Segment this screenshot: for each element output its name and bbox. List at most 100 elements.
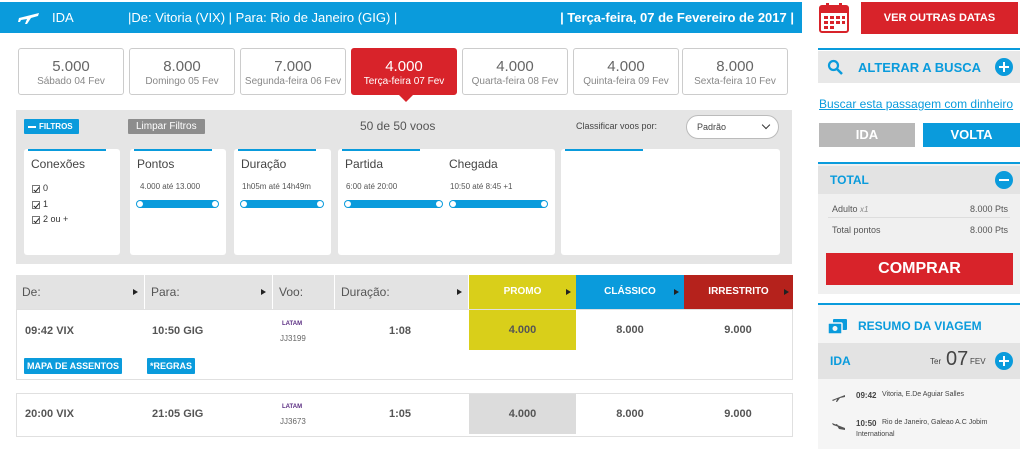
segment-time: 09:42	[856, 391, 877, 400]
date-points: 4.000	[496, 58, 534, 75]
plus-icon	[995, 58, 1013, 76]
arrival-time: 10:50 GIG	[152, 325, 204, 337]
card-accent	[238, 149, 316, 151]
date-label: Quinta-feira 09 Fev	[583, 76, 669, 87]
buy-button[interactable]: COMPRAR	[826, 253, 1013, 285]
checkbox-label: 0	[43, 183, 49, 193]
divider	[818, 303, 1020, 305]
leg-month: FEV	[970, 357, 986, 366]
total-label: Total pontos	[832, 225, 881, 235]
points-slider[interactable]	[136, 200, 219, 208]
points-title: Pontos	[137, 157, 175, 171]
leg-label: IDA	[830, 354, 851, 368]
date-option[interactable]: 8.000 Sexta-feira 10 Fev	[682, 48, 788, 95]
departure-time: 20:00 VIX	[25, 408, 74, 420]
slider-handle[interactable]	[241, 201, 247, 207]
flight-number: JJ3673	[280, 417, 306, 426]
fare-promo-header[interactable]: PROMO	[469, 275, 576, 309]
duration-slider[interactable]	[240, 200, 324, 208]
promo-fare-cell[interactable]: 4.000	[469, 394, 576, 434]
slider-handle[interactable]	[436, 201, 442, 207]
toggle-volta[interactable]: VOLTA	[923, 123, 1020, 147]
alter-search-button[interactable]: ALTERAR A BUSCA	[818, 51, 1020, 83]
date-points: 4.000	[385, 58, 423, 75]
flight-number: JJ3199	[280, 334, 306, 343]
unrestricted-fare-cell[interactable]: 9.000	[724, 324, 752, 336]
header-flight[interactable]: Voo:	[273, 275, 335, 309]
header-flight-label: Voo:	[279, 285, 304, 299]
slider-handle[interactable]	[137, 201, 143, 207]
rules-button[interactable]: *REGRAS	[147, 358, 196, 374]
classic-fare-cell[interactable]: 8.000	[616, 324, 644, 336]
points-range: 4.000 até 13.000	[140, 182, 201, 191]
calendar-icon[interactable]	[818, 2, 850, 34]
fare-unrestricted-header[interactable]: IRRESTRITO	[684, 275, 793, 309]
total-row: Total pontos 8.000 Pts	[832, 225, 1008, 235]
checkbox-icon	[32, 184, 40, 193]
sort-arrow-icon	[261, 289, 266, 295]
time-filter: Partida Chegada 6:00 até 20:00 10:50 até…	[338, 149, 555, 255]
connection-checkbox-1[interactable]: 1	[32, 199, 48, 209]
header-from[interactable]: De:	[16, 275, 145, 309]
chevron-down-icon	[761, 120, 771, 130]
date-option-selected[interactable]: 4.000 Terça-feira 07 Fev	[351, 48, 457, 102]
minus-icon	[28, 125, 36, 128]
date-option[interactable]: 8.000 Domingo 05 Fev	[129, 48, 235, 95]
arrival-slider[interactable]	[449, 200, 548, 208]
card-accent	[565, 149, 643, 151]
promo-fare-cell[interactable]: 4.000	[469, 310, 576, 350]
fare-unrestricted-label: IRRESTRITO	[708, 286, 769, 297]
table-header: De: Para: Voo: Duração: PROMO CLÁSSICO I…	[16, 275, 793, 309]
adult-row: Adulto x1 8.000 Pts	[832, 204, 1008, 214]
checkbox-icon	[32, 200, 40, 209]
route-header: IDA |De: Vitoria (VIX) | Para: Rio de Ja…	[0, 2, 802, 33]
summary-leg-header: IDA Ter 07 FEV	[818, 343, 1020, 379]
fare-classic-label: CLÁSSICO	[604, 286, 656, 297]
total-value: 8.000 Pts	[969, 225, 1008, 235]
clear-filters-button[interactable]: Limpar Filtros	[128, 119, 205, 134]
header-duration[interactable]: Duração:	[335, 275, 469, 309]
sort-select[interactable]: Padrão	[686, 115, 779, 139]
flight-results-panel: IDA |De: Vitoria (VIX) | Para: Rio de Ja…	[0, 0, 802, 449]
arrival-title: Chegada	[449, 157, 498, 171]
connection-checkbox-2[interactable]: 2 ou +	[32, 214, 68, 224]
seat-map-button[interactable]: MAPA DE ASSENTOS	[24, 358, 123, 374]
leg-day: 07	[946, 348, 969, 370]
header-duration-label: Duração:	[341, 285, 390, 299]
date-option[interactable]: 7.000 Segunda-feira 06 Fev	[240, 48, 346, 95]
checkbox-label: 1	[43, 199, 49, 209]
date-label: Domingo 05 Fev	[145, 76, 219, 87]
sort-arrow-icon	[133, 289, 138, 295]
filters-toggle[interactable]: FILTROS	[24, 119, 79, 134]
date-points: 5.000	[52, 58, 90, 75]
classic-fare-cell[interactable]: 8.000	[616, 408, 644, 420]
other-dates-button[interactable]: VER OUTRAS DATAS	[861, 2, 1018, 34]
total-header[interactable]: TOTAL	[818, 166, 1020, 194]
date-label: | Terça-feira, 07 de Fevereiro de 2017 |	[560, 10, 794, 25]
toggle-ida[interactable]: IDA	[819, 123, 915, 147]
slider-handle[interactable]	[317, 201, 323, 207]
table-row: 20:00 VIX 21:05 GIG LATAM JJ3673 1:05 4.…	[16, 393, 793, 437]
cash-search-link[interactable]: Buscar esta passagem com dinheiro	[819, 97, 1014, 111]
fare-classic-header[interactable]: CLÁSSICO	[576, 275, 684, 309]
segment-time: 10:50	[856, 419, 877, 428]
date-option[interactable]: 4.000 Quarta-feira 08 Fev	[462, 48, 568, 95]
sort-label: Classificar voos por:	[576, 121, 658, 131]
date-option[interactable]: 4.000 Quinta-feira 09 Fev	[573, 48, 679, 95]
unrestricted-fare-cell[interactable]: 9.000	[724, 408, 752, 420]
slider-handle[interactable]	[212, 201, 218, 207]
slider-handle[interactable]	[345, 201, 351, 207]
sidebar: VER OUTRAS DATAS ALTERAR A BUSCA Buscar …	[818, 0, 1024, 449]
plus-icon[interactable]	[995, 352, 1013, 370]
flight-count: 50 de 50 voos	[360, 119, 436, 133]
departure-slider[interactable]	[344, 200, 443, 208]
points-filter: Pontos 4.000 até 13.000	[130, 149, 226, 255]
latam-logo: LATAM	[282, 321, 302, 327]
card-accent	[28, 149, 106, 151]
date-option[interactable]: 5.000 Sábado 04 Fev	[18, 48, 124, 95]
slider-handle[interactable]	[450, 201, 456, 207]
connection-checkbox-0[interactable]: 0	[32, 183, 48, 193]
header-to[interactable]: Para:	[145, 275, 273, 309]
latam-logo: LATAM	[282, 404, 302, 410]
slider-handle[interactable]	[541, 201, 547, 207]
